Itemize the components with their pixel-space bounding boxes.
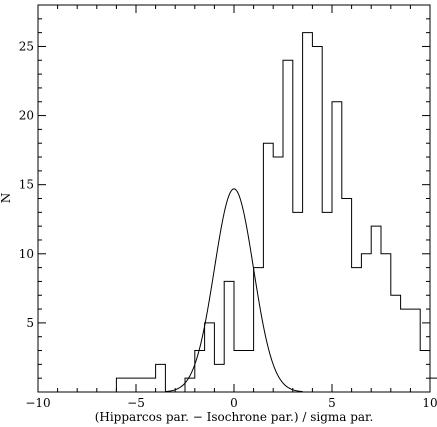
- x-tick-label: −10: [25, 396, 50, 410]
- y-tick-label: 20: [19, 109, 34, 123]
- y-axis-label: N: [0, 193, 13, 204]
- x-tick-label: 0: [230, 396, 238, 410]
- y-tick-label: 25: [19, 39, 34, 53]
- y-axis-ticks: [38, 4, 430, 379]
- x-axis-tick-labels: −10 −5 0 5 10: [25, 396, 437, 410]
- x-axis-ticks: [37, 5, 431, 392]
- y-tick-label: 5: [26, 316, 34, 330]
- y-axis-tick-labels: 5 10 15 20 25: [19, 39, 34, 329]
- x-tick-label: −5: [127, 396, 145, 410]
- histogram-series: [115, 32, 437, 393]
- gaussian-curve: [165, 188, 303, 393]
- y-tick-label: 10: [19, 247, 34, 261]
- x-tick-label: 10: [422, 396, 437, 410]
- x-tick-label: 5: [328, 396, 336, 410]
- x-axis-label: (Hipparcos par. − Isochrone par.) / sigm…: [95, 410, 374, 424]
- y-tick-label: 15: [19, 178, 34, 192]
